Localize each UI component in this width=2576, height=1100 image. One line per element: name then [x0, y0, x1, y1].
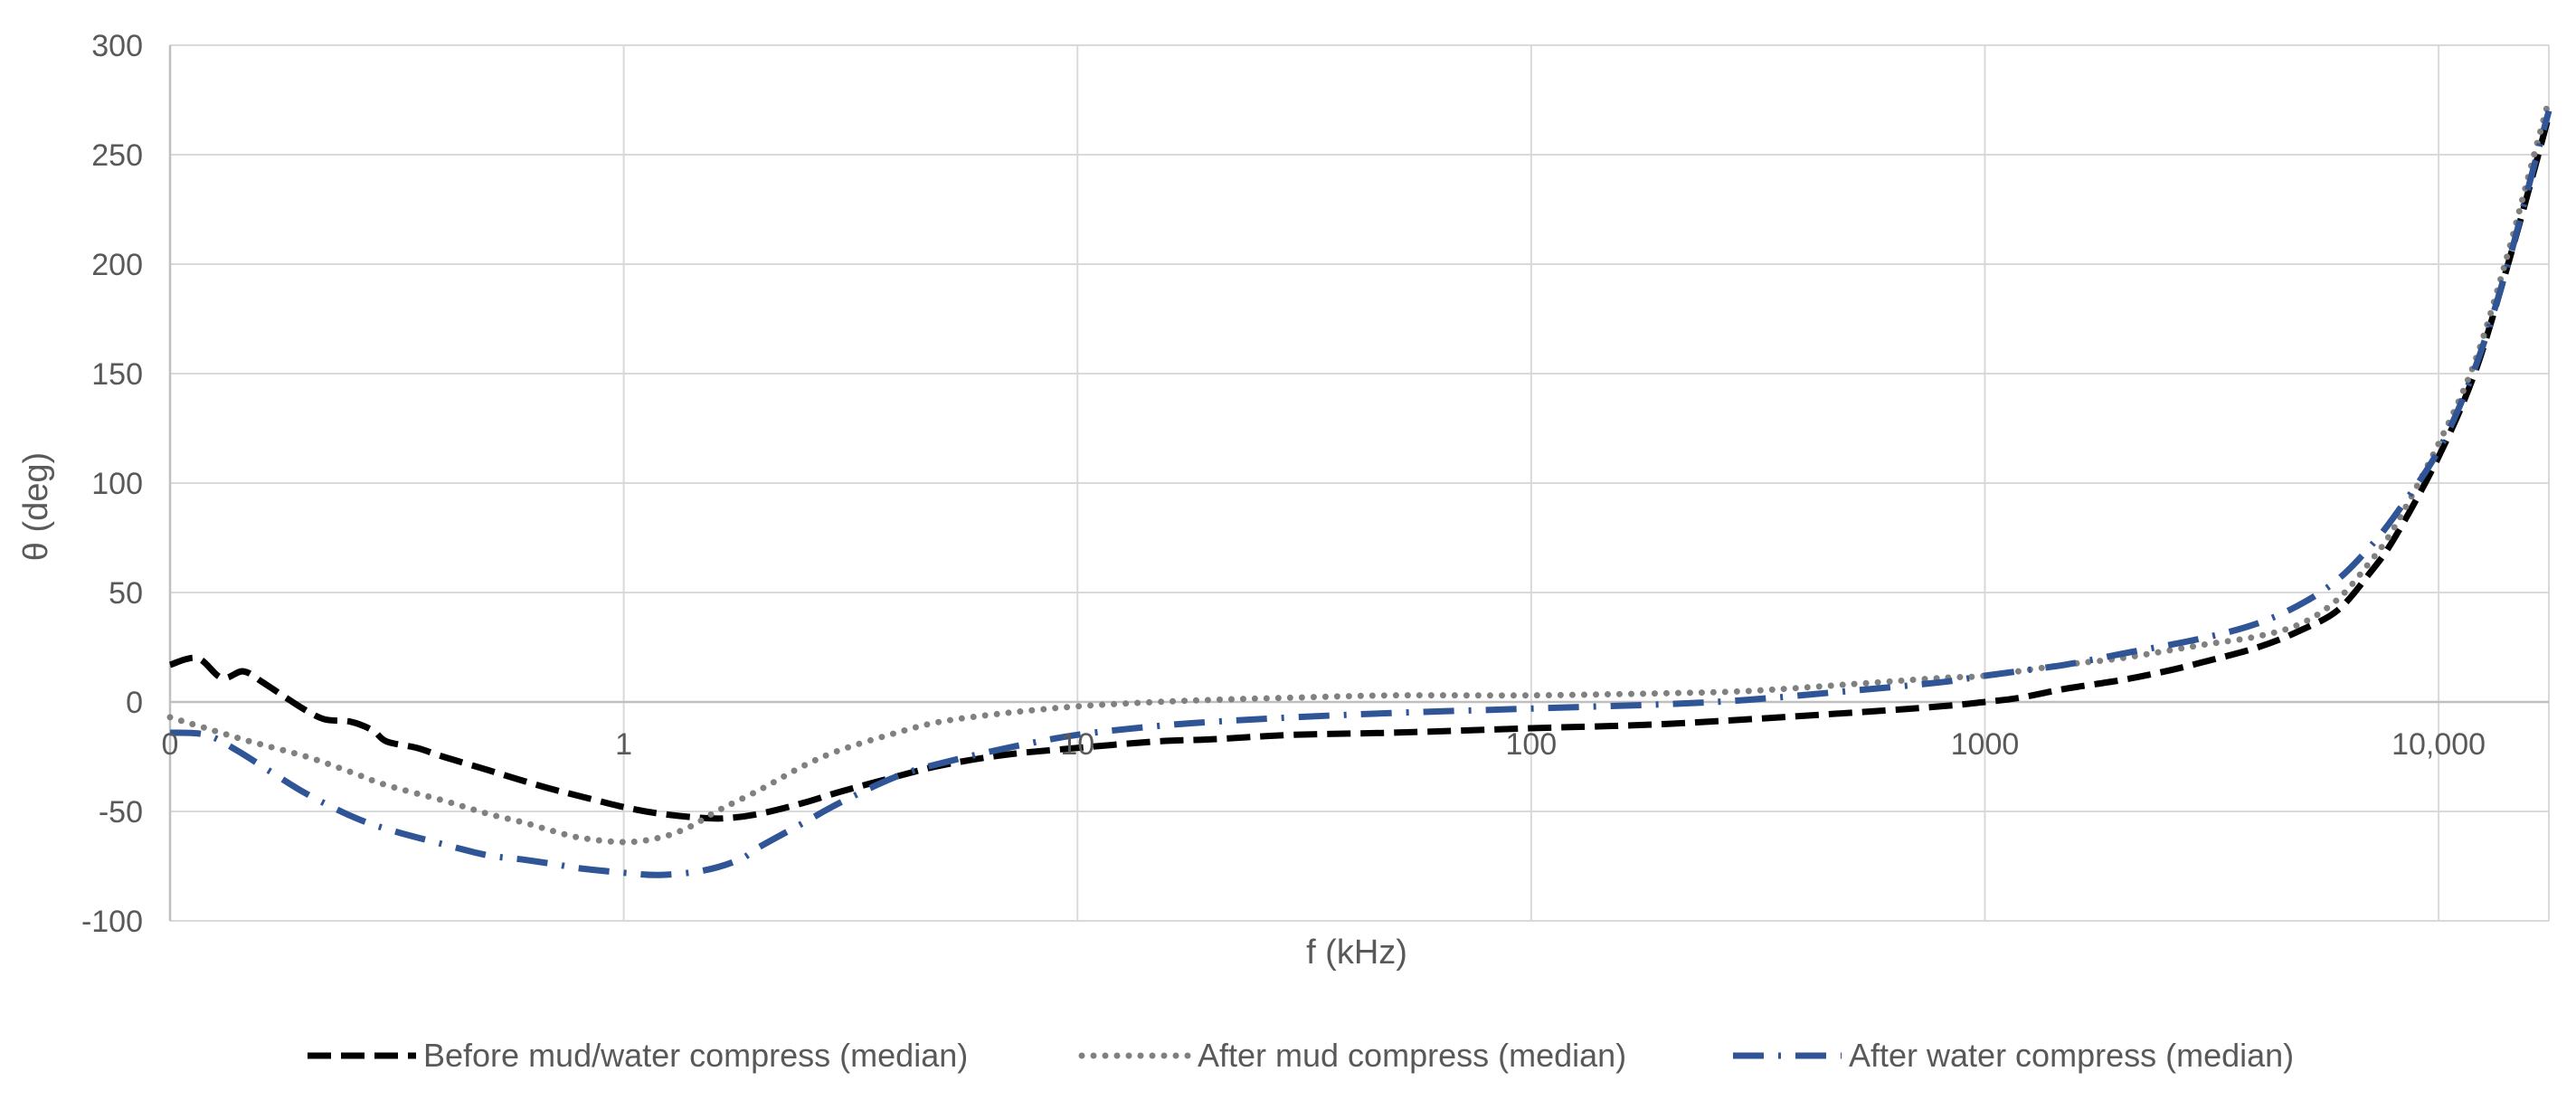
x-tick-label: 1000	[1951, 727, 2020, 762]
y-tick-label: 0	[126, 686, 143, 720]
x-tick-label: 0	[162, 727, 179, 762]
series-lines	[166, 97, 2552, 878]
y-tick-label: 300	[91, 29, 143, 63]
series-line-2	[166, 97, 2552, 846]
tick-labels: -100 -50 0 50 100 150 200 250 300 0 1 10 100 1000 10,0…	[81, 29, 2486, 939]
y-tick-label: -50	[99, 795, 143, 830]
y-tick-label: 150	[91, 357, 143, 392]
legend: Before mud/water compress (median) After …	[308, 1037, 2294, 1074]
x-tick-label: 100	[1505, 727, 1557, 762]
x-axis-title: f (kHz)	[1306, 934, 1407, 972]
gridlines	[169, 44, 2550, 922]
y-tick-label: 200	[91, 248, 143, 282]
y-tick-label: 250	[91, 138, 143, 173]
legend-label-2: After mud compress (median)	[1198, 1037, 1626, 1074]
axes	[168, 45, 2549, 921]
x-tick-label: 10	[1060, 727, 1094, 762]
x-tick-label: 1	[615, 727, 632, 762]
x-tick-label: 10,000	[2391, 727, 2486, 762]
y-tick-label: 50	[109, 576, 143, 611]
y-axis-title: θ (deg)	[17, 452, 55, 561]
legend-label-1: Before mud/water compress (median)	[423, 1037, 968, 1074]
series-line-3	[169, 109, 2552, 878]
series-line-1	[168, 114, 2552, 822]
legend-label-3: After water compress (median)	[1849, 1037, 2294, 1074]
y-tick-label: 100	[91, 467, 143, 501]
y-tick-label: -100	[81, 905, 143, 939]
